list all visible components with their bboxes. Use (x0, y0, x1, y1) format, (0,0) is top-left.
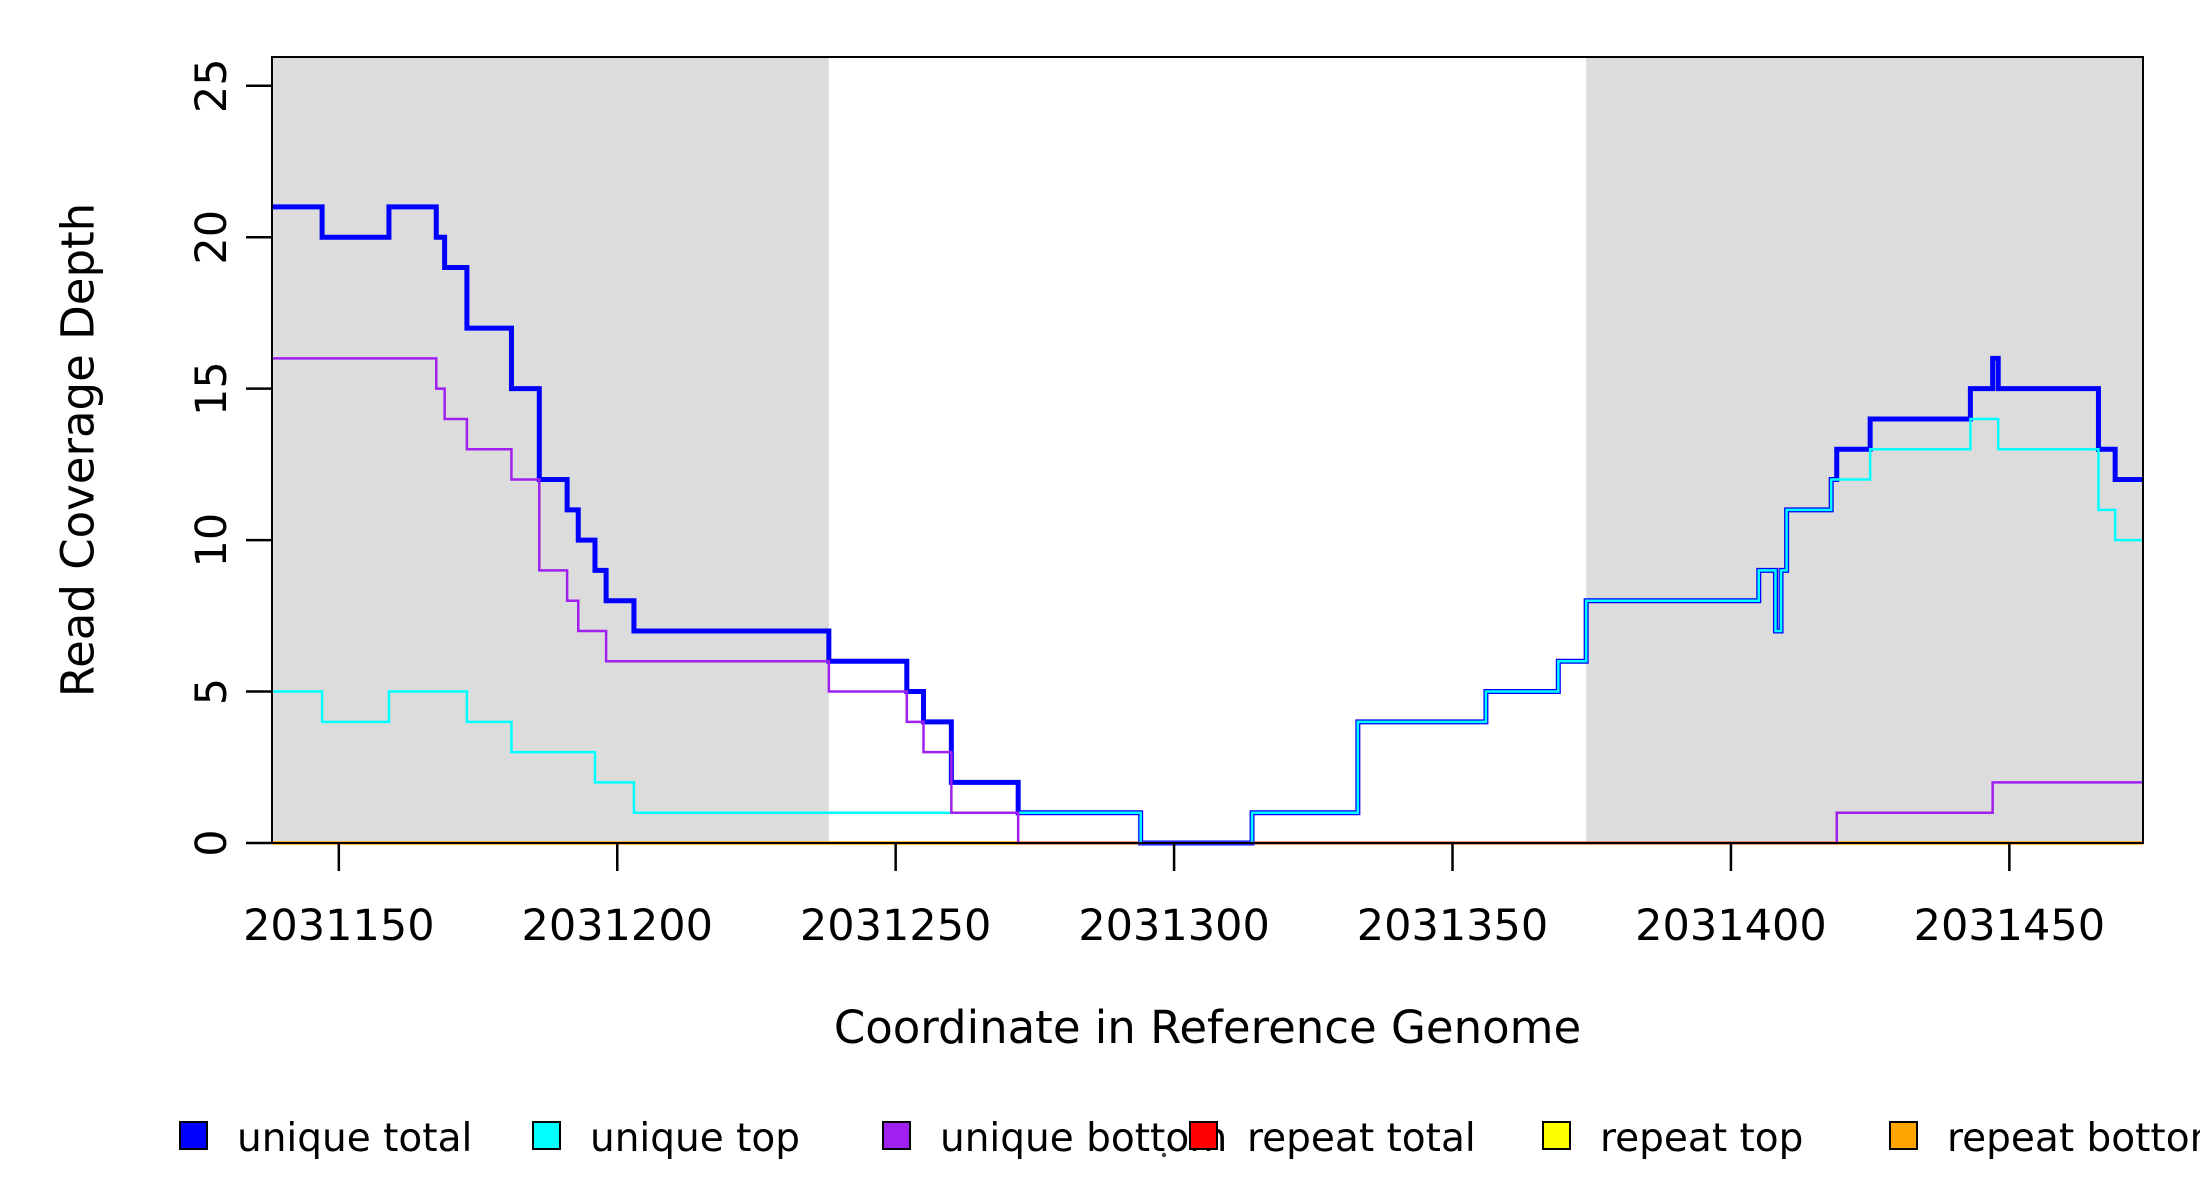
x-tick-label: 2031400 (1635, 901, 1827, 951)
legend-label-unique-bottom: unique bottom (940, 1116, 1227, 1161)
legend-label-unique-top: unique top (590, 1116, 800, 1161)
x-tick-label: 2031450 (1914, 901, 2106, 951)
x-axis-title: Coordinate in Reference Genome (834, 1001, 1581, 1054)
legend-label-repeat-top: repeat top (1600, 1116, 1803, 1161)
legend-swatch-repeat-bottom (1889, 1121, 1918, 1150)
x-tick-label: 2031300 (1078, 901, 1270, 951)
x-tick-label: 2031250 (800, 901, 992, 951)
series-line-unique-top (272, 417, 2143, 845)
series-line-unique-bottom (272, 357, 2143, 845)
legend-label-repeat-bottom: repeat bottom (1947, 1116, 2200, 1161)
shaded-region-1 (272, 57, 829, 843)
legend-swatch-unique-total (179, 1121, 208, 1150)
y-tick-label: 25 (187, 58, 237, 113)
y-tick-label: 0 (187, 829, 237, 856)
legend-swatch-unique-bottom (882, 1121, 911, 1150)
y-tick-label: 5 (187, 678, 237, 705)
legend-swatch-unique-top (532, 1121, 561, 1150)
legend-label-repeat-total: repeat total (1247, 1116, 1476, 1161)
legend-swatch-repeat-top (1542, 1121, 1571, 1150)
y-tick-label: 15 (187, 361, 237, 416)
y-tick-label: 20 (187, 210, 237, 265)
plot-box (271, 56, 2144, 844)
x-tick-label: 2031150 (243, 901, 435, 951)
legend-swatch-repeat-total (1189, 1121, 1218, 1150)
y-tick-label: 10 (187, 513, 237, 568)
x-tick-label: 2031350 (1357, 901, 1549, 951)
y-axis-title: Read Coverage Depth (52, 203, 105, 697)
x-tick-label: 2031200 (521, 901, 713, 951)
stray-dot (1161, 1152, 1167, 1158)
legend-label-unique-total: unique total (237, 1116, 472, 1161)
